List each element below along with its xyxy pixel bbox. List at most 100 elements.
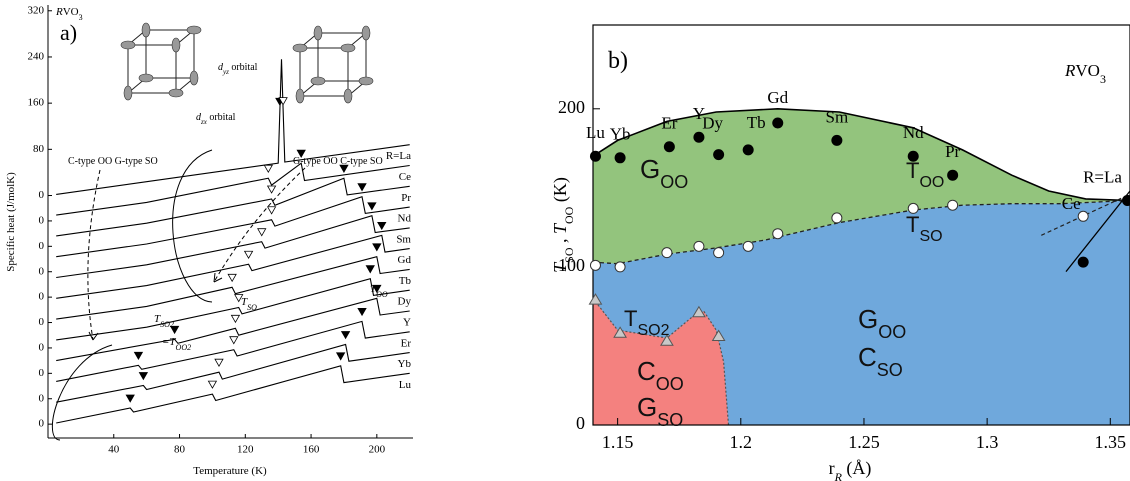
x-axis-label: rR (Å) <box>829 458 872 481</box>
text-part: d <box>196 112 202 123</box>
filled-triangle <box>335 352 346 361</box>
tso2-marker <box>692 305 706 318</box>
lobe <box>189 70 199 86</box>
lobe <box>340 43 356 53</box>
y-tick-label: 0 <box>39 367 45 379</box>
too-marker <box>831 134 843 146</box>
series-label: Gd <box>398 254 412 266</box>
text-part: G <box>858 304 878 334</box>
phase-label: COO <box>637 356 684 394</box>
text-part: yz <box>222 68 229 76</box>
transition-label: =TOO2 <box>162 336 191 352</box>
too-marker <box>663 141 675 153</box>
x-tick-label: 1.35 <box>1095 432 1127 452</box>
lobe <box>313 25 323 41</box>
x-axis-label: Temperature (K) <box>193 465 267 477</box>
text-part: OO <box>656 374 684 394</box>
too-marker <box>772 117 784 129</box>
too-marker <box>1122 194 1130 206</box>
text-part: G <box>637 392 657 422</box>
lobe <box>120 40 136 50</box>
y-tick-label: 0 <box>39 291 45 303</box>
compound-label: Dy <box>702 114 723 133</box>
text-part: , <box>550 234 570 248</box>
tso2-marker <box>613 326 627 338</box>
phase-label: TSO2 <box>624 306 670 339</box>
open-triangle <box>230 314 241 324</box>
filled-triangle <box>365 265 375 274</box>
y-tick-label: 0 <box>576 413 585 433</box>
text-part: R <box>834 470 843 481</box>
tso2-marker <box>588 293 603 305</box>
phase-label: CSO <box>858 342 903 380</box>
dashed-arrow <box>213 167 306 283</box>
compound-label: Er <box>661 114 677 133</box>
curve <box>56 195 410 258</box>
too-marker <box>713 149 725 161</box>
compound-label: RVO3 <box>1064 61 1106 86</box>
lobe <box>295 88 305 104</box>
too-marker <box>693 131 705 143</box>
y-tick-label: 0 <box>39 316 45 328</box>
open-triangle <box>243 250 254 260</box>
y-tick-label: 0 <box>39 392 45 404</box>
phase-boundary <box>1041 193 1130 236</box>
series-label: Ce <box>399 171 411 183</box>
text-part: OO <box>660 172 688 192</box>
lobe <box>138 73 154 83</box>
panel-a: RVO3 a) dyz orbital dzx orbital C-type O… <box>5 4 413 477</box>
filled-triangle <box>339 164 349 174</box>
x-tick-label: 1.3 <box>976 432 999 452</box>
filled-triangle <box>296 149 306 158</box>
filled-triangle <box>372 284 382 294</box>
text-part: 3 <box>1100 72 1106 86</box>
y-tick-label: 0 <box>39 341 45 353</box>
y-axis-label: TSO , TOO (K) <box>550 177 576 273</box>
compound-label: R=La <box>1083 167 1122 186</box>
compound-label: Y <box>693 104 705 123</box>
y-tick-label: 80 <box>33 143 45 155</box>
y-tick-label: 0 <box>39 214 45 226</box>
open-triangle <box>227 273 237 283</box>
text-part: SO <box>877 360 903 380</box>
too-marker <box>742 144 754 156</box>
filled-triangle <box>367 202 377 211</box>
text-part: T <box>550 222 570 234</box>
text-part: OO2 <box>176 343 192 352</box>
open-triangle <box>229 336 239 345</box>
series-label: R=La <box>386 150 411 162</box>
lobe <box>358 76 374 86</box>
panel-title: a) <box>60 20 77 45</box>
phase-label: TSO <box>906 212 943 245</box>
curve <box>56 320 410 382</box>
transition-label: TSO2 <box>154 313 174 329</box>
text-part: SO2 <box>160 320 174 329</box>
x-tick-label: 120 <box>237 444 254 456</box>
too-marker <box>614 152 626 164</box>
open-triangle <box>278 97 288 106</box>
loop <box>51 344 113 441</box>
series-label: Dy <box>398 296 412 308</box>
so-phase-region <box>593 200 1130 425</box>
text-part: T <box>154 313 161 325</box>
text-part: d <box>218 62 224 73</box>
y-tick-label: 0 <box>39 265 45 277</box>
text-part: orbital <box>207 112 236 123</box>
compound-label: Gd <box>767 88 788 107</box>
text-part: VO <box>63 6 79 18</box>
phase-label: GSO <box>637 392 683 430</box>
tso-marker <box>907 202 919 214</box>
text-part: =T <box>162 336 176 348</box>
x-tick-label: 1.25 <box>848 432 880 452</box>
series-label: Lu <box>399 379 412 391</box>
filled-triangle <box>357 307 367 317</box>
text-part: OO <box>878 322 906 342</box>
text-part: orbital <box>229 62 258 73</box>
lobe <box>310 76 326 86</box>
filled-triangle <box>357 183 367 192</box>
text-part: T <box>550 261 570 273</box>
curve <box>56 343 410 403</box>
tso-marker <box>947 199 959 211</box>
text-part: C <box>858 342 877 372</box>
